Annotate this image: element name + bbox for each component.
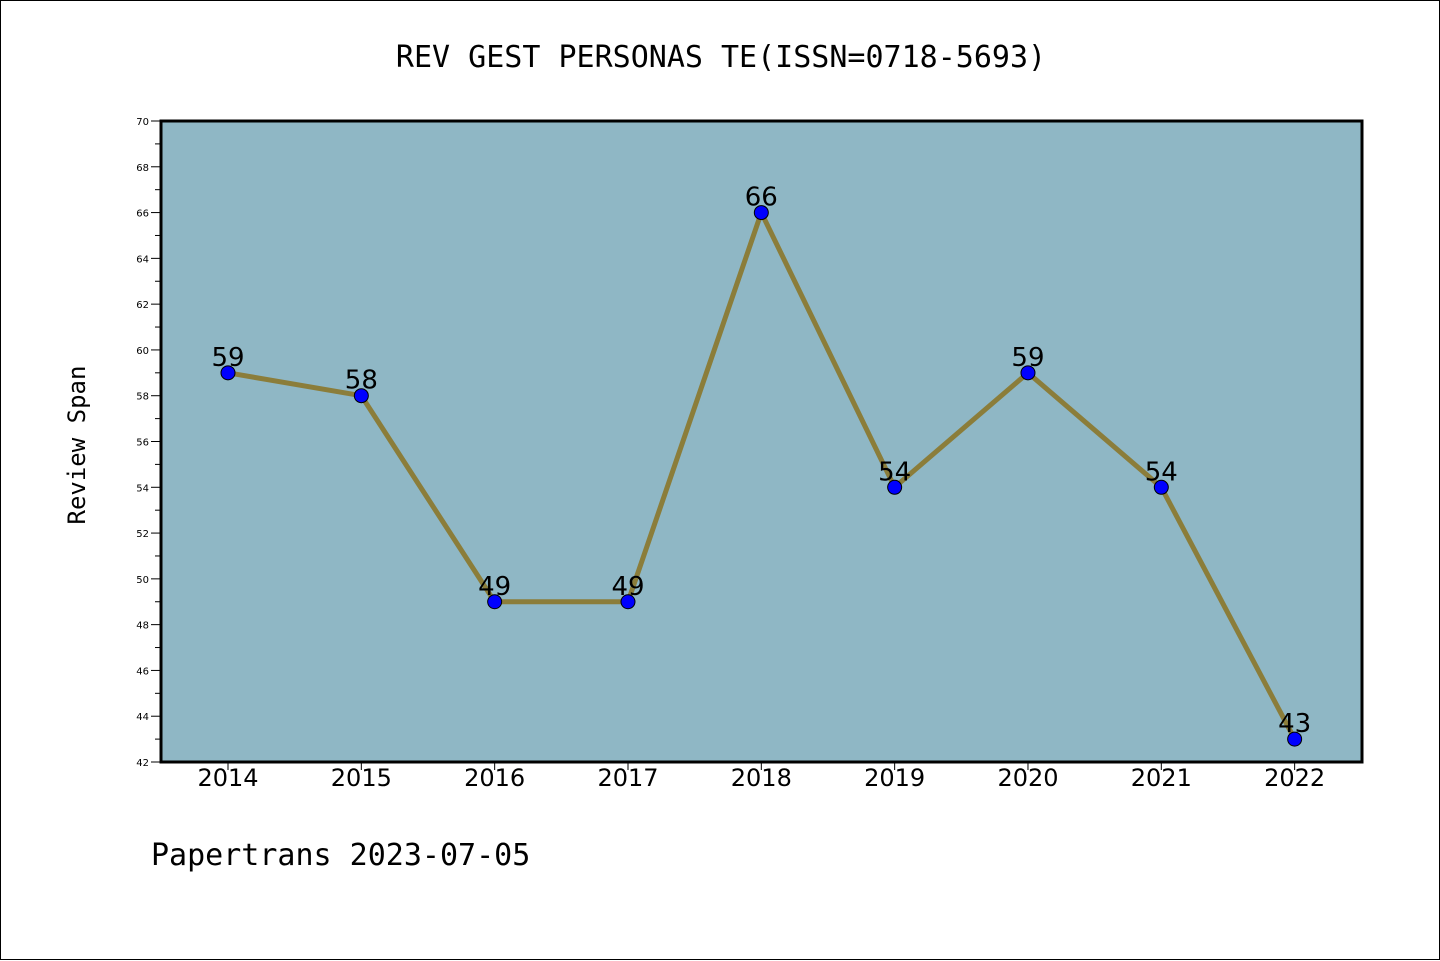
- y-tick-label: 50: [136, 575, 149, 586]
- chart-title: REV GEST PERSONAS TE(ISSN=0718-5693): [396, 40, 1046, 75]
- x-tick-label: 2015: [331, 764, 392, 792]
- plot-border: [159, 119, 1364, 764]
- x-tick-label: 2022: [1264, 764, 1325, 792]
- y-tick-label: 64: [136, 254, 149, 265]
- y-tick-label: 58: [136, 392, 149, 403]
- data-label: 59: [211, 343, 244, 373]
- y-tick-label: 42: [136, 758, 149, 769]
- y-tick-label: 62: [136, 300, 149, 311]
- data-label: 49: [611, 572, 644, 602]
- data-label: 66: [745, 183, 778, 213]
- data-point: [887, 479, 903, 495]
- x-tick-label: 2016: [464, 764, 525, 792]
- data-point: [620, 594, 636, 610]
- y-axis: 42 44 46 48 50 52 54 56 58 60 62 64 66 68 70: [136, 117, 161, 769]
- y-tick-label: 68: [136, 163, 149, 174]
- data-point: [487, 594, 503, 610]
- x-axis: 2014 2015 2016 2017 2018 2019 2020 2021 2022: [197, 762, 1325, 792]
- data-point: [1287, 731, 1303, 747]
- y-tick-label: 54: [136, 483, 149, 494]
- y-tick-label: 70: [136, 117, 149, 128]
- data-point: [220, 365, 236, 381]
- y-tick-label: 52: [136, 529, 149, 540]
- y-tick-label: 60: [136, 346, 149, 357]
- x-tick-label: 2014: [197, 764, 258, 792]
- data-point: [1153, 479, 1169, 495]
- x-tick-label: 2019: [864, 764, 925, 792]
- data-label: 43: [1278, 709, 1311, 739]
- data-label: 59: [1011, 343, 1044, 373]
- x-tick-label: 2018: [731, 764, 792, 792]
- y-axis-label: Review Span: [63, 366, 91, 525]
- y-tick-label: 44: [136, 712, 149, 723]
- data-label: 54: [1145, 457, 1178, 487]
- y-tick-label: 66: [136, 209, 149, 220]
- plot-area: [161, 121, 1362, 762]
- x-tick-label: 2020: [997, 764, 1058, 792]
- data-label: 54: [878, 457, 911, 487]
- footer-text: Papertrans 2023-07-05: [151, 838, 530, 873]
- data-label: 58: [345, 366, 378, 396]
- y-tick-label: 48: [136, 621, 149, 632]
- data-point: [353, 388, 369, 404]
- series-layer: 59 58 49 49 66 54 59 54 43: [211, 183, 1311, 747]
- y-tick-label: 56: [136, 438, 149, 449]
- y-tick-label: 46: [136, 666, 149, 677]
- x-tick-label: 2021: [1131, 764, 1192, 792]
- x-tick-label: 2017: [597, 764, 658, 792]
- data-point: [753, 205, 769, 221]
- data-point: [1020, 365, 1036, 381]
- data-label: 49: [478, 572, 511, 602]
